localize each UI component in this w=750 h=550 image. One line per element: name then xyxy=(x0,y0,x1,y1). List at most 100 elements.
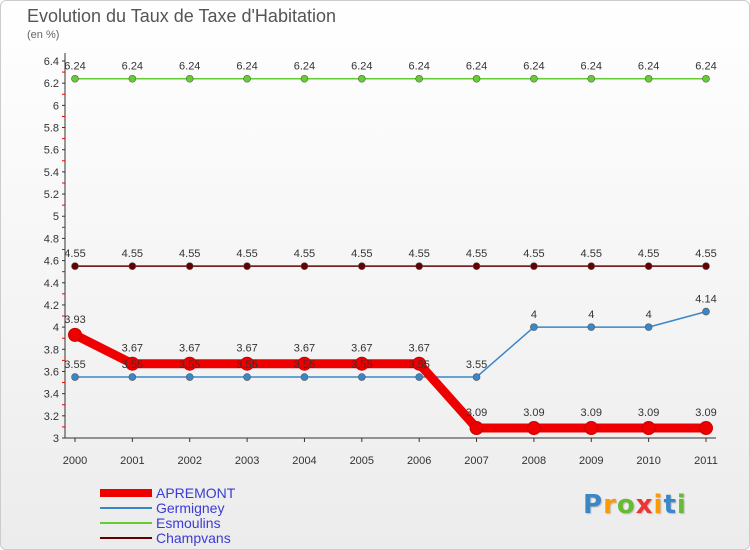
data-point xyxy=(182,356,197,371)
y-tick-label: 5.4 xyxy=(44,167,59,179)
data-point xyxy=(702,74,710,83)
data-label: 4.55 xyxy=(64,248,85,260)
data-point xyxy=(71,373,79,381)
y-tick-label: 4.6 xyxy=(44,256,59,268)
x-tick-label: 2006 xyxy=(407,455,431,467)
data-point xyxy=(300,74,309,83)
y-tick-label: 5.8 xyxy=(44,123,59,135)
legend-swatch-apremont xyxy=(100,489,152,497)
data-label: 3.09 xyxy=(695,407,716,419)
data-point xyxy=(587,262,596,270)
data-point xyxy=(243,373,251,381)
data-label: 4.55 xyxy=(523,248,544,260)
data-point xyxy=(584,421,599,436)
chart-title: Evolution du Taux de Taxe d'Habitation xyxy=(27,6,336,26)
data-label: 4.55 xyxy=(466,248,487,260)
x-tick-label: 2001 xyxy=(120,455,144,467)
y-tick-label: 3.6 xyxy=(44,366,59,378)
data-label: 4.55 xyxy=(581,248,602,260)
series-line-apremont xyxy=(70,330,711,433)
data-point xyxy=(415,262,423,270)
y-tick-label: 3 xyxy=(53,433,59,445)
legend-swatch-champvans xyxy=(100,537,152,539)
data-point xyxy=(526,421,541,436)
data-label: 3.09 xyxy=(581,407,602,419)
data-label: 6.24 xyxy=(523,61,544,73)
data-label: 4 xyxy=(531,309,537,321)
x-tick-label: 2008 xyxy=(522,455,546,467)
data-label: 6.24 xyxy=(581,61,602,73)
data-point xyxy=(68,327,82,342)
data-point xyxy=(300,262,309,270)
data-point xyxy=(185,262,194,270)
data-point xyxy=(702,307,710,316)
x-tick-label: 2005 xyxy=(350,455,374,467)
data-point xyxy=(125,356,140,371)
data-point xyxy=(358,262,366,270)
legend-swatch-esmoulins xyxy=(100,522,152,524)
data-point xyxy=(128,262,137,270)
data-label: 3.09 xyxy=(523,407,544,419)
series-line-germigney xyxy=(74,310,707,378)
data-point xyxy=(472,373,481,381)
data-label: 3.09 xyxy=(638,407,659,419)
data-point xyxy=(297,356,312,371)
data-label: 3.67 xyxy=(236,343,257,355)
data-point xyxy=(702,262,710,270)
data-point xyxy=(641,421,656,436)
y-tick-label: 5.2 xyxy=(44,189,59,201)
data-point xyxy=(472,262,481,270)
data-label: 4.55 xyxy=(408,248,429,260)
data-point xyxy=(644,323,653,331)
data-label: 6.24 xyxy=(638,61,659,73)
x-tick-label: 2004 xyxy=(292,455,316,467)
data-point xyxy=(644,262,653,270)
chart-axes: 3 3.2 3.4 3.6 3.8 4 4.2 4.4 4.6 4.8 5 5.2 5.4 5.6 5.8 6… xyxy=(44,53,718,467)
logo-letter: r xyxy=(603,490,617,520)
data-label: 3.93 xyxy=(64,314,85,326)
y-tick-label: 4.2 xyxy=(44,300,59,312)
x-tick-label: 2002 xyxy=(177,455,201,467)
x-tick-label: 2011 xyxy=(694,455,718,467)
x-tick-label: 2007 xyxy=(464,455,488,467)
legend-swatch-germigney xyxy=(100,507,152,509)
data-point xyxy=(530,323,538,331)
chart-data-labels: 6.24 6.24 6.24 6.24 6.24 6.24 6.24 6.24 6.24 6.24… xyxy=(64,61,716,419)
data-label: 4.55 xyxy=(294,248,315,260)
data-point xyxy=(530,262,538,270)
logo-letter: i xyxy=(676,490,687,520)
x-tick-label: 2010 xyxy=(636,455,660,467)
data-label: 3.09 xyxy=(466,407,487,419)
legend-label-apremont: APREMONT xyxy=(156,485,236,501)
data-point xyxy=(185,373,194,381)
y-tick-label: 3.4 xyxy=(44,389,59,401)
data-label: 3.67 xyxy=(179,343,200,355)
y-tick-label: 3.8 xyxy=(44,344,59,356)
data-label: 3.55 xyxy=(64,359,85,371)
data-label: 4.55 xyxy=(351,248,372,260)
data-label: 3.67 xyxy=(122,343,143,355)
data-label: 6.24 xyxy=(466,61,487,73)
data-point xyxy=(699,421,713,436)
chart-unit: (en %) xyxy=(27,29,60,41)
proxiti-logo: Proxiti xyxy=(583,490,687,520)
logo-letter: t xyxy=(663,490,677,520)
data-point xyxy=(128,74,137,83)
logo-letter: i xyxy=(653,490,664,520)
data-label: 3.67 xyxy=(408,343,429,355)
data-label: 3.67 xyxy=(294,343,315,355)
data-point xyxy=(300,373,309,381)
y-tick-label: 4.8 xyxy=(44,233,59,245)
data-label: 6.24 xyxy=(122,61,143,73)
data-label: 4 xyxy=(588,309,594,321)
data-label: 4.55 xyxy=(122,248,143,260)
data-label: 6.24 xyxy=(64,61,85,73)
data-point xyxy=(358,373,366,381)
data-label: 6.24 xyxy=(294,61,315,73)
logo-letter: P xyxy=(583,490,604,520)
data-label: 6.24 xyxy=(695,61,716,73)
data-label: 4 xyxy=(646,309,652,321)
data-point xyxy=(128,373,137,381)
data-point xyxy=(354,356,369,371)
